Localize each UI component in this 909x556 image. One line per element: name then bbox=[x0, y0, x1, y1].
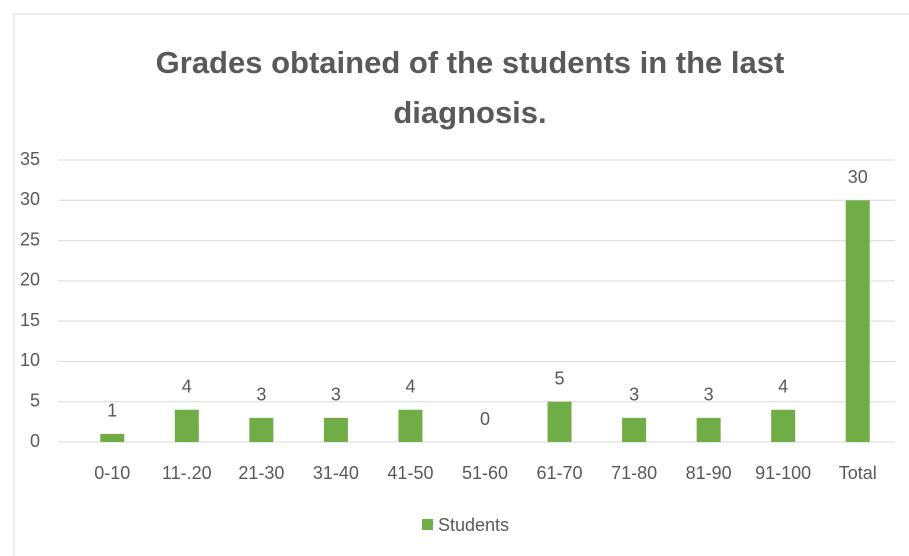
data-label: 3 bbox=[256, 385, 266, 405]
y-tick-label: 30 bbox=[20, 189, 40, 209]
data-label: 3 bbox=[331, 385, 341, 405]
data-label: 4 bbox=[405, 377, 415, 397]
bar bbox=[174, 409, 199, 442]
chart-border bbox=[13, 13, 909, 556]
bar bbox=[100, 433, 125, 442]
x-tick-label: 71-80 bbox=[611, 463, 657, 483]
bar bbox=[398, 409, 423, 442]
x-tick-label: Total bbox=[839, 463, 877, 483]
bar bbox=[771, 409, 796, 442]
data-label: 3 bbox=[704, 385, 714, 405]
data-label: 1 bbox=[107, 401, 117, 421]
x-tick-label: 81-90 bbox=[686, 463, 732, 483]
y-tick-label: 25 bbox=[20, 229, 40, 249]
x-tick-label: 61-70 bbox=[537, 463, 583, 483]
data-label: 5 bbox=[555, 368, 565, 388]
bar bbox=[696, 417, 721, 442]
bar bbox=[249, 417, 274, 442]
data-label: 3 bbox=[629, 385, 639, 405]
y-tick-label: 10 bbox=[20, 350, 40, 370]
x-tick-label: 91-100 bbox=[755, 463, 811, 483]
bar bbox=[845, 200, 870, 442]
x-tick-label: 41-50 bbox=[387, 463, 433, 483]
chart-title: Grades obtained of the students in the l… bbox=[155, 45, 785, 130]
y-tick-label: 20 bbox=[20, 270, 40, 290]
data-label: 4 bbox=[778, 377, 788, 397]
y-tick-label: 0 bbox=[30, 431, 40, 451]
data-label: 0 bbox=[480, 409, 490, 429]
y-tick-label: 35 bbox=[20, 149, 40, 169]
data-label: 4 bbox=[182, 377, 192, 397]
x-tick-label: 51-60 bbox=[462, 463, 508, 483]
y-tick-label: 5 bbox=[30, 390, 40, 410]
x-tick-label: 11-.20 bbox=[162, 463, 212, 483]
x-tick-label: 21-30 bbox=[238, 463, 284, 483]
y-tick-label: 15 bbox=[20, 310, 40, 330]
data-label: 30 bbox=[848, 167, 868, 187]
x-tick-label: 0-10 bbox=[94, 463, 130, 483]
legend-swatch bbox=[422, 519, 433, 530]
x-tick-label: 31-40 bbox=[313, 463, 359, 483]
bar bbox=[323, 417, 348, 442]
bar bbox=[622, 417, 647, 442]
bar bbox=[547, 401, 572, 442]
legend-label: Students bbox=[438, 515, 509, 535]
